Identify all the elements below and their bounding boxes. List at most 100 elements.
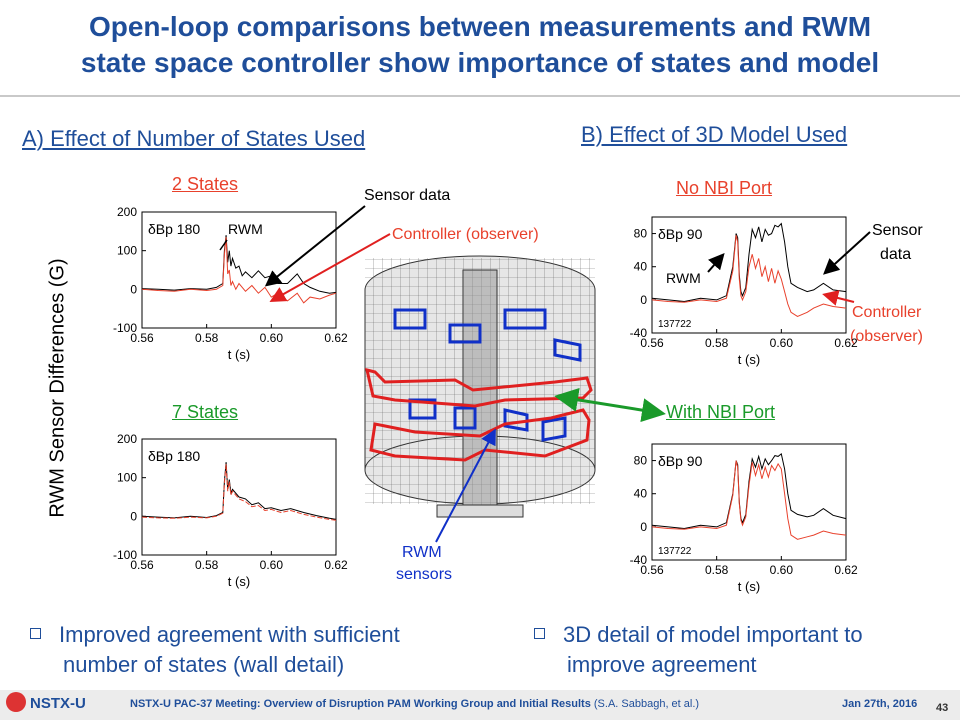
rwm-sensor-coils [393, 308, 582, 442]
controller-label-b-2: (observer) [850, 328, 923, 345]
y-tick-label: 200 [117, 432, 137, 446]
x-axis-label: t (s) [228, 574, 250, 589]
sensor-data-label-b-2: data [880, 246, 912, 263]
x-tick-label: 0.60 [260, 558, 284, 572]
y-tick-label: 0 [130, 282, 137, 296]
x-tick-label: 0.56 [640, 336, 664, 350]
arrow-controller-a [269, 233, 391, 302]
slide-title-line-2: state space controller show importance o… [80, 47, 880, 78]
y-tick-label: 0 [640, 520, 647, 534]
bullet-left-line-2: number of states (wall detail) [63, 652, 345, 677]
y-tick-label: -100 [113, 548, 137, 562]
plot-frame [651, 216, 847, 334]
x-axis-label: t (s) [738, 579, 760, 594]
arrow-controller-b [822, 290, 855, 306]
x-tick-label: 0.56 [130, 558, 154, 572]
sensor-data-line [141, 235, 337, 294]
x-tick-label: 0.60 [770, 563, 794, 577]
y-tick-label: 100 [117, 244, 137, 258]
arrow-rwm-sensors [435, 428, 496, 543]
footer-bar: NSTX-U NSTX-U PAC-37 Meeting: Overview o… [0, 690, 960, 720]
rwm-inset-label: RWM [228, 221, 263, 237]
rwm-inset-label: RWM [666, 270, 701, 286]
y-tick-label: 40 [634, 260, 648, 274]
y-tick-label: -40 [630, 326, 648, 340]
series-label: δBp 180 [148, 448, 200, 464]
slide-title-line-1: Open-loop comparisons between measuremen… [88, 11, 872, 42]
y-tick-label: -100 [113, 321, 137, 335]
footer-authors: (S.A. Sabbagh, et al.) [593, 698, 700, 710]
footer-date: Jan 27th, 2016 [842, 698, 918, 710]
y-tick-label: 80 [634, 227, 648, 241]
x-tick-label: 0.58 [195, 331, 219, 345]
section-b-heading: B) Effect of 3D Model Used [581, 122, 848, 147]
x-tick-label: 0.58 [705, 563, 729, 577]
controller-label-b-1: Controller [852, 304, 922, 321]
chart-2-states: 0.56 0.58 0.60 0.62 200 100 0 -100 t (s) δBp 180 R… [113, 205, 348, 362]
x-tick-label: 0.62 [834, 336, 858, 350]
chart-no-nbi-port: 0.56 0.58 0.60 0.62 80 40 0 -40 t (s) δBp 90 RWM 13… [630, 216, 858, 367]
chart-7-states: 0.56 0.58 0.60 0.62 200 100 0 -100 t (s) δBp 180 [113, 432, 348, 589]
controller-line [651, 460, 847, 540]
series-label: δBp 180 [148, 221, 200, 237]
x-tick-label: 0.58 [705, 336, 729, 350]
section-a-heading: A) Effect of Number of States Used [22, 126, 366, 151]
arrow-rwm-no-nbi [707, 252, 725, 273]
bullet-left-marker [30, 627, 41, 639]
logo-mark-icon [6, 692, 26, 712]
sensor-data-label-a: Sensor data [364, 187, 451, 204]
sensor-data-line [651, 222, 847, 303]
arrow-sensor-data-b [823, 231, 871, 275]
arrow-sensor-data-a [264, 205, 366, 287]
controller-line [651, 235, 847, 317]
slide-title: Open-loop comparisons between measuremen… [0, 0, 960, 92]
controller-label-a: Controller (observer) [392, 226, 539, 243]
x-tick-label: 0.62 [324, 558, 348, 572]
series-label: δBp 90 [658, 453, 703, 469]
panel-title-7-states: 7 States [172, 402, 239, 422]
plot-frame [141, 211, 337, 329]
series-label: δBp 90 [658, 226, 703, 242]
x-tick-label: 0.60 [260, 331, 284, 345]
footer-meeting-text: NSTX-U PAC-37 Meeting: Overview of Disru… [130, 698, 699, 710]
nstx-u-logo: NSTX-U [6, 692, 86, 714]
y-tick-label: 40 [634, 487, 648, 501]
controller-line [141, 464, 337, 521]
bullet-right-marker [534, 627, 545, 639]
y-tick-label: 0 [640, 293, 647, 307]
page-number: 43 [936, 702, 949, 714]
y-tick-label: 100 [117, 471, 137, 485]
shot-number: 137722 [658, 546, 692, 557]
bullet-right: 3D detail of model important to improve … [534, 620, 863, 680]
bullet-left-line-1: Improved agreement with sufficient [59, 622, 400, 647]
footer-meeting: NSTX-U PAC-37 Meeting: Overview of Disru… [130, 698, 591, 710]
y-tick-label: 80 [634, 454, 648, 468]
panel-title-no-nbi: No NBI Port [676, 178, 773, 198]
x-tick-label: 0.56 [640, 563, 664, 577]
x-tick-label: 0.60 [770, 336, 794, 350]
plot-frame [651, 443, 847, 561]
y-tick-label: -40 [630, 553, 648, 567]
x-axis-label: t (s) [228, 347, 250, 362]
arrow-rwm-2-states [219, 239, 228, 251]
vessel-3d-model-figure [364, 255, 596, 518]
arrow-nbi-port-link [554, 387, 666, 423]
x-axis-label: t (s) [738, 352, 760, 367]
logo-text: NSTX-U [30, 694, 86, 712]
title-divider [0, 95, 960, 97]
bullet-right-line-1: 3D detail of model important to [563, 622, 863, 647]
y-tick-label: 200 [117, 205, 137, 219]
x-tick-label: 0.62 [834, 563, 858, 577]
chart-with-nbi-port: 0.56 0.58 0.60 0.62 80 40 0 -40 t (s) δBp 90 13772… [630, 443, 858, 594]
sensor-data-label-b-1: Sensor [872, 222, 923, 239]
x-tick-label: 0.62 [324, 331, 348, 345]
x-tick-label: 0.58 [195, 558, 219, 572]
plot-frame [141, 438, 337, 556]
panel-title-2-states: 2 States [172, 174, 239, 194]
rwm-sensors-label-2: sensors [396, 566, 453, 583]
bullet-right-line-2: improve agreement [567, 652, 757, 677]
x-tick-label: 0.56 [130, 331, 154, 345]
panel-title-with-nbi: With NBI Port [666, 402, 776, 422]
shot-number: 137722 [658, 319, 692, 330]
